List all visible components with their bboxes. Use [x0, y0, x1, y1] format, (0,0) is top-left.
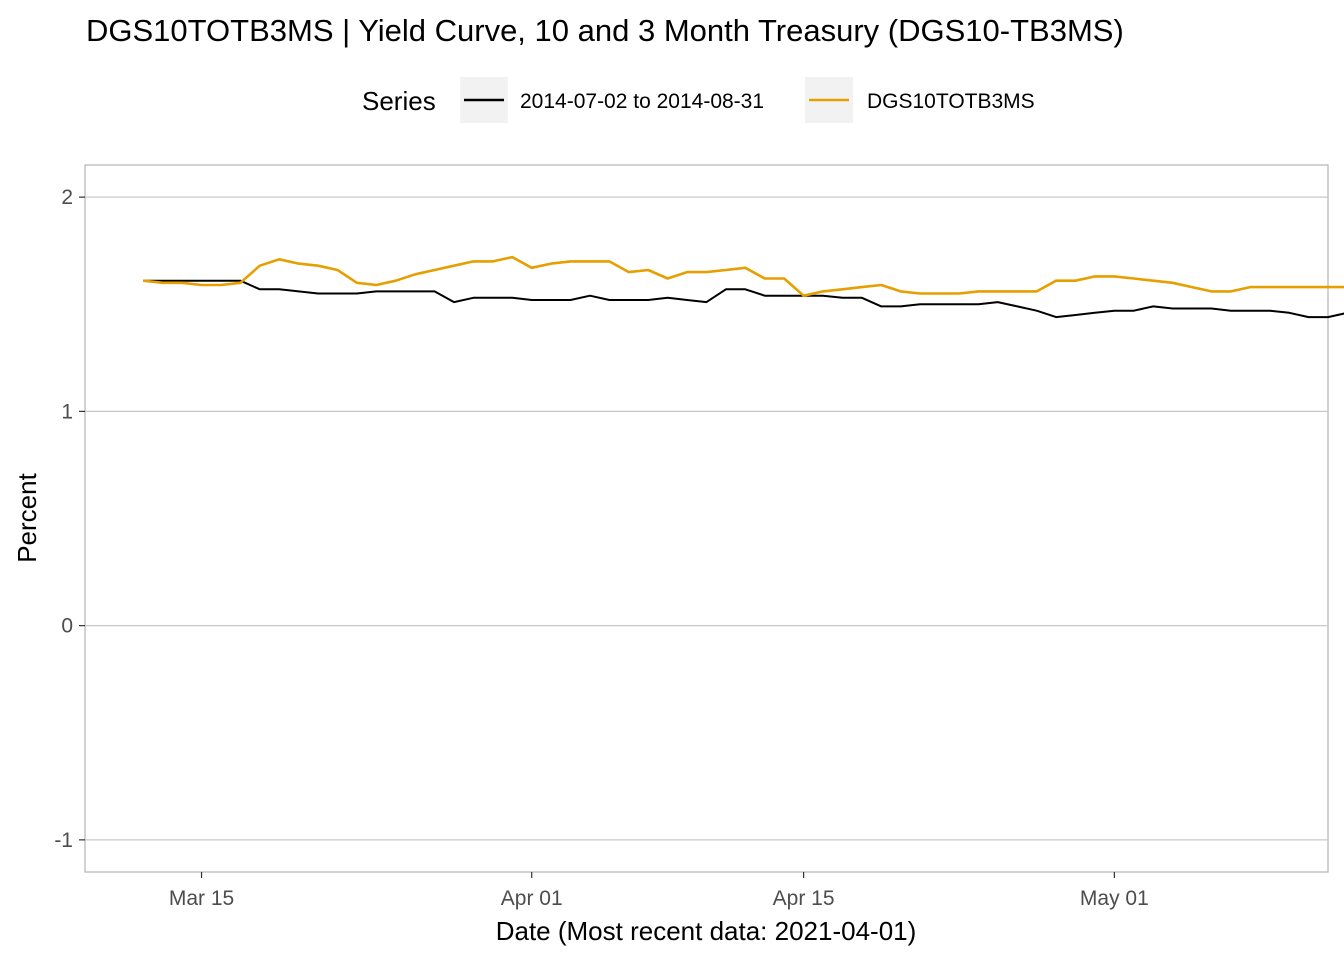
- plot-panel: [84, 164, 1329, 873]
- x-tick-label-3: May 01: [1080, 887, 1149, 910]
- y-gridlines: [85, 196, 1328, 841]
- x-tick-label-2: Apr 15: [773, 887, 835, 910]
- y-tick-label-2: 1: [61, 400, 73, 423]
- series-line-0: [143, 279, 1344, 319]
- y-tick-label-0: -1: [54, 829, 73, 852]
- x-axis-title: Date (Most recent data: 2021-04-01): [496, 916, 917, 946]
- legend-entry-1: DGS10TOTB3MS: [805, 77, 1035, 123]
- legend-entry-0: 2014-07-02 to 2014-08-31: [460, 77, 764, 123]
- legend: Series 2014-07-02 to 2014-08-31 DGS10TOT…: [362, 77, 1035, 123]
- series-lines: [143, 255, 1344, 319]
- y-axis: -1 0 1 2: [54, 186, 85, 852]
- series-line-1: [143, 255, 1344, 298]
- x-tick-label-1: Apr 01: [501, 887, 563, 910]
- y-axis-title: Percent: [12, 472, 42, 562]
- legend-title: Series: [362, 86, 436, 116]
- x-tick-label-0: Mar 15: [169, 887, 234, 910]
- legend-label-1: DGS10TOTB3MS: [867, 90, 1035, 113]
- chart-title: DGS10TOTB3MS | Yield Curve, 10 and 3 Mon…: [86, 13, 1124, 48]
- y-tick-label-1: 0: [61, 615, 73, 638]
- legend-label-0: 2014-07-02 to 2014-08-31: [520, 90, 764, 113]
- y-tick-label-3: 2: [61, 186, 73, 209]
- x-axis: Mar 15 Apr 01 Apr 15 May 01: [169, 872, 1149, 910]
